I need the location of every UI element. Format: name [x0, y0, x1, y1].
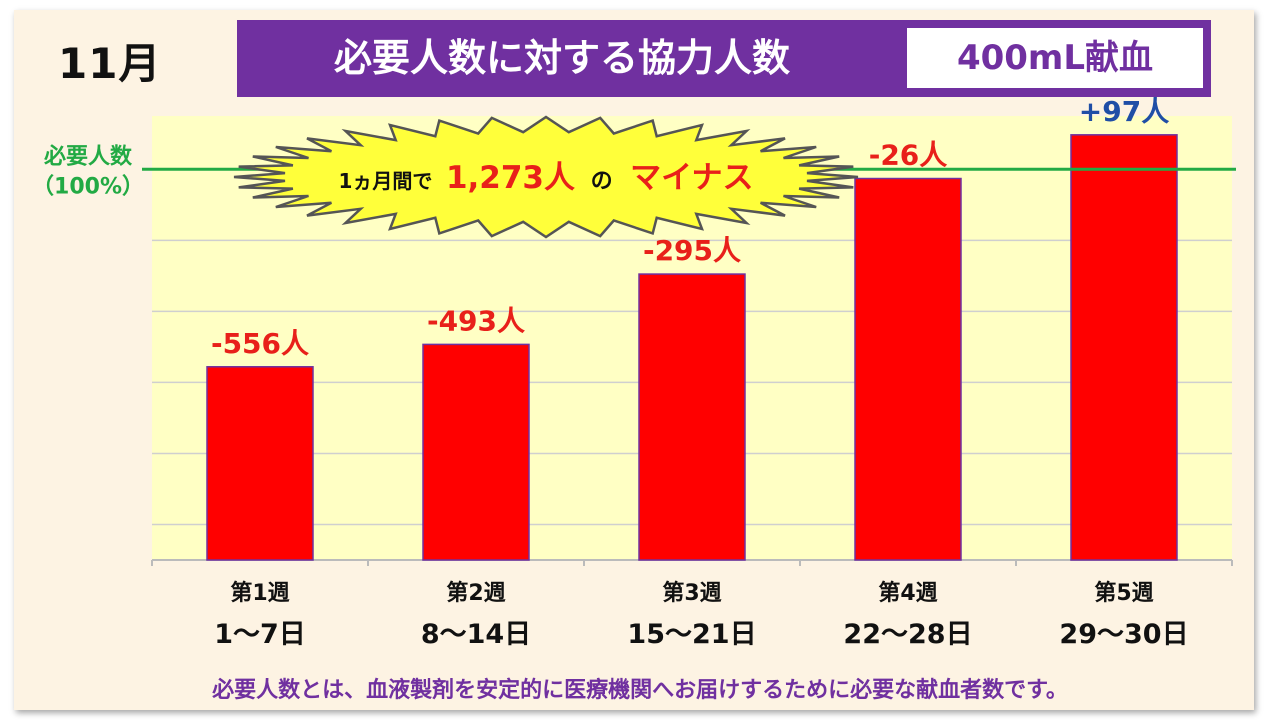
burst-prefix: 1ヵ月間で: [338, 169, 432, 193]
bar-week-3: [638, 273, 746, 561]
category-label-week-2: 第2週: [446, 580, 505, 606]
reference-label-line2: （100%）: [32, 174, 144, 199]
bar-week-2: [422, 343, 530, 561]
category-labels: 第1週 1～7日 第2週 8～14日 第3週 15～21日 第4週 22～28日 第5週 29～3…: [214, 580, 1188, 650]
burst-text: 1ヵ月間で 1,273人 の マイナス: [338, 160, 753, 196]
category-label-week-1: 第1週: [230, 580, 289, 606]
bar-week-1: [206, 366, 314, 561]
bar-week-5: [1070, 134, 1178, 561]
bar-week-4: [854, 177, 962, 561]
date-range-week-2: 8～14日: [421, 619, 531, 650]
value-label-week-5: +97人: [1079, 95, 1169, 128]
value-label-week-4: -26人: [869, 139, 948, 172]
donation-type-badge: 400mL献血: [907, 28, 1203, 88]
bars: [206, 134, 1178, 561]
value-labels: -556人 -493人 -295人 -26人 +97人: [211, 95, 1169, 360]
page-title: 必要人数に対する協力人数: [333, 36, 790, 80]
reference-label-line1: 必要人数: [44, 143, 133, 169]
value-label-week-1: -556人: [211, 327, 309, 360]
burst-suffix: マイナス: [630, 160, 753, 196]
burst-shape: [233, 115, 859, 239]
date-range-week-3: 15～21日: [627, 619, 756, 650]
burst-particle: の: [591, 169, 613, 194]
date-range-week-5: 29～30日: [1059, 619, 1188, 650]
x-axis-ticks: [151, 560, 1233, 566]
value-label-week-3: -295人: [643, 234, 741, 267]
category-label-week-4: 第4週: [878, 580, 937, 606]
title-bar: 必要人数に対する協力人数 400mL献血: [237, 20, 1211, 97]
category-label-week-5: 第5週: [1094, 580, 1153, 606]
burst-total: 1,273人: [446, 160, 575, 196]
date-range-week-4: 22～28日: [843, 619, 972, 650]
value-label-week-2: -493人: [427, 304, 525, 337]
summary-burst: 1ヵ月間で 1,273人 の マイナス: [233, 115, 859, 239]
footnote: 必要人数とは、血液製剤を安定的に医療機関へお届けするために必要な献血者数です。: [212, 678, 1068, 703]
month-label: 11月: [58, 39, 162, 88]
category-label-week-3: 第3週: [662, 580, 721, 606]
date-range-week-1: 1～7日: [214, 619, 306, 650]
